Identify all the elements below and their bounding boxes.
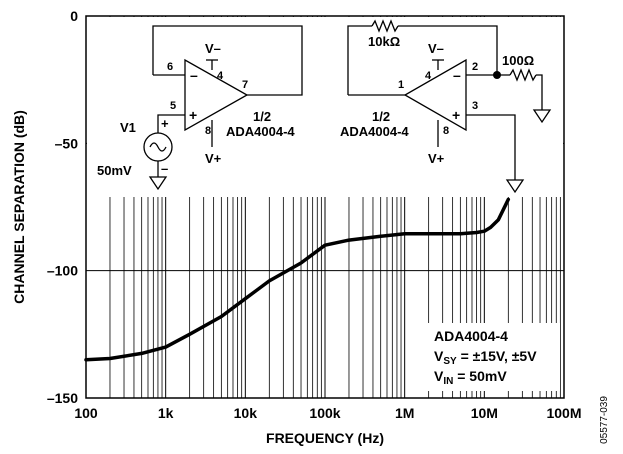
conditions-line-1: ADA4004-4 (434, 328, 508, 344)
right-amp-fraction: 1/2 (372, 109, 390, 124)
sine-icon (149, 142, 167, 152)
left-pin-7: 7 (242, 79, 248, 91)
figure-code: 05577-039 (599, 396, 610, 444)
left-pin-6: 6 (167, 61, 173, 73)
right-op-amp (403, 58, 467, 132)
left-pin-5: 5 (170, 100, 176, 112)
ground-icon-left (148, 176, 168, 191)
source-plus: + (161, 116, 169, 131)
x-axis-title: FREQUENCY (Hz) (266, 430, 384, 446)
source-minus: – (161, 161, 168, 176)
x-tick-label: 10k (234, 405, 258, 421)
right-amp-feedback-return (398, 25, 498, 75)
x-tick-label: 100M (546, 405, 581, 421)
y-axis-title: CHANNEL SEPARATION (dB) (11, 110, 27, 304)
circuit-backdrop (87, 17, 563, 197)
x-tick-label: 1k (158, 405, 174, 421)
y-tick-label: –150 (47, 390, 78, 406)
y-tick-label: –50 (55, 135, 79, 151)
x-tick-label: 100k (309, 405, 340, 421)
right-pin-1: 1 (398, 79, 404, 91)
right-amp-minus: – (453, 67, 461, 83)
left-amp-plus: + (189, 107, 197, 123)
left-amp-vpos: V+ (205, 151, 222, 166)
left-amp-fraction: 1/2 (253, 109, 271, 124)
right-pin-8: 8 (443, 125, 449, 137)
ground-icon-right-2 (505, 179, 525, 194)
y-tick-label: 0 (70, 8, 78, 24)
right-amp-feedback-loop (347, 25, 372, 95)
x-tick-labels: 100 1k 10k 100k 1M 10M 100M (74, 405, 581, 421)
conditions-line-2: VSY = ±15V, ±5V (434, 348, 537, 367)
series-line-channel-separation (84, 197, 511, 362)
left-op-amp (184, 58, 249, 132)
input-resistor-ground-wire (536, 74, 543, 110)
input-resistor-100 (509, 68, 537, 82)
x-tick-label: 1M (395, 405, 414, 421)
right-pin-3: 3 (472, 100, 478, 112)
left-amp-feedback-loop (152, 25, 303, 96)
ground-icon-right-1 (532, 109, 552, 124)
left-pin-4: 4 (217, 70, 224, 82)
left-amp-part: ADA4004-4 (226, 124, 295, 139)
input-resistor-label: 100Ω (502, 53, 534, 68)
right-amp-vpos: V+ (428, 151, 445, 166)
left-amp-minus: – (190, 67, 198, 83)
x-tick-label: 10M (471, 405, 498, 421)
feedback-resistor-label: 10kΩ (368, 34, 400, 49)
conditions-line-3: VIN = 50mV (434, 368, 507, 387)
left-amp-vneg: V– (205, 41, 221, 56)
y-tick-label: –100 (47, 263, 78, 279)
source-name: V1 (120, 120, 136, 135)
right-pin-2: 2 (472, 61, 478, 73)
y-tick-labels: 0 –50 –100 –150 (47, 8, 78, 406)
right-amp-noninverting-wire (466, 114, 516, 180)
x-tick-label: 100 (74, 405, 98, 421)
left-amp-input-wire (157, 114, 185, 133)
right-amp-vneg: V– (428, 41, 444, 56)
conditions-box-bg (428, 323, 560, 391)
conditions-box: ADA4004-4 VSY = ±15V, ±5V VIN = 50mV (428, 323, 560, 391)
right-amp-part: ADA4004-4 (340, 124, 409, 139)
circuit-labels: 6 4 7 5 8 – + V– V+ 1/2 ADA4004-4 V1 + –… (97, 34, 534, 178)
junction-dot (493, 71, 501, 79)
feedback-resistor-10k (371, 19, 399, 33)
right-amp-plus: + (452, 107, 460, 123)
right-pin-4: 4 (425, 70, 432, 82)
source-value: 50mV (97, 163, 132, 178)
test-circuit (143, 19, 552, 194)
left-pin-8: 8 (205, 125, 211, 137)
